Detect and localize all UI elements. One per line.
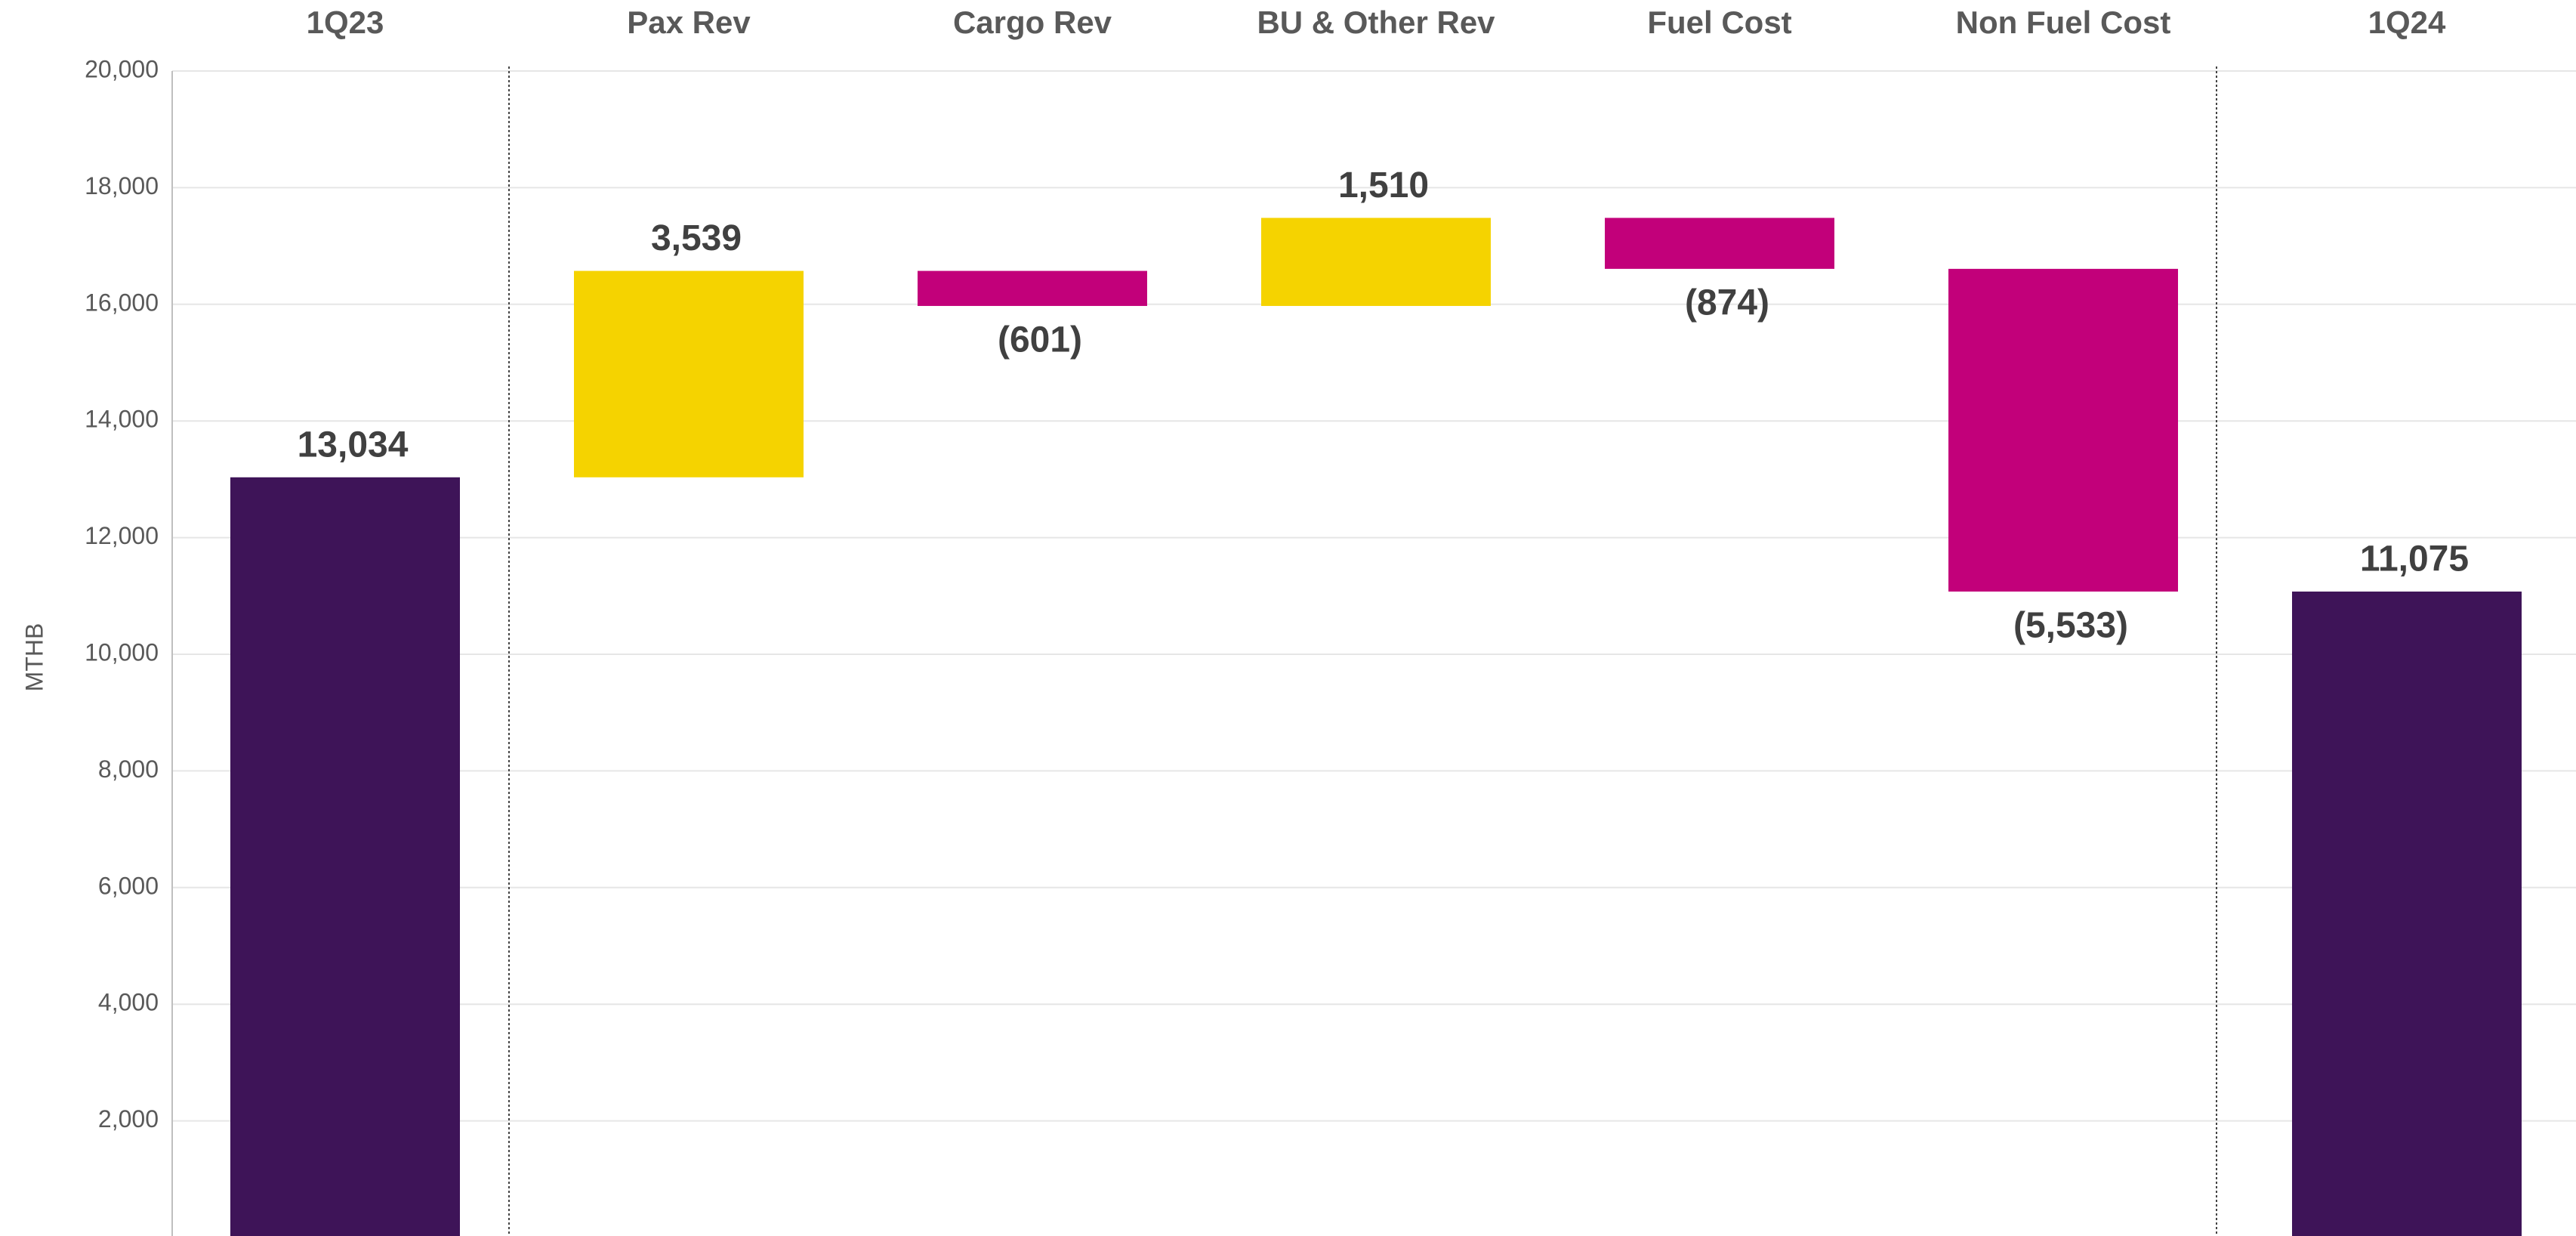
data-label: 11,075	[2360, 539, 2469, 579]
x-tick-label: Fuel Cost	[1647, 5, 1791, 40]
data-label: (601)	[998, 320, 1082, 360]
bar	[918, 270, 1147, 306]
x-tick-label: Pax Rev	[627, 5, 751, 40]
data-label: (874)	[1685, 283, 1769, 323]
x-tick-label: 1Q23	[307, 5, 384, 40]
y-tick-label: 8,000	[98, 756, 159, 783]
y-tick-label: 2,000	[98, 1105, 159, 1132]
data-label: (5,533)	[2013, 606, 2128, 646]
bar	[1261, 218, 1491, 306]
y-axis-label: MTHB	[20, 623, 48, 692]
bar	[1605, 218, 1834, 269]
bar	[230, 477, 460, 1236]
data-label: 3,539	[651, 218, 742, 258]
y-tick-label: 18,000	[85, 172, 159, 199]
y-tick-label: 14,000	[85, 406, 159, 433]
y-tick-label: 6,000	[98, 872, 159, 899]
x-tick-label: Cargo Rev	[953, 5, 1112, 40]
y-tick-label: 16,000	[85, 289, 159, 316]
x-tick-label: 1Q24	[2368, 5, 2446, 40]
x-tick-label: Non Fuel Cost	[1956, 5, 2171, 40]
data-label: 13,034	[298, 425, 409, 465]
x-tick-label: BU & Other Rev	[1257, 5, 1495, 40]
y-tick-label: 12,000	[85, 522, 159, 549]
data-label: 1,510	[1338, 165, 1429, 205]
bar	[574, 270, 804, 477]
y-tick-label: 4,000	[98, 989, 159, 1016]
bar	[1948, 268, 2178, 592]
y-tick-label: 20,000	[85, 55, 159, 82]
y-tick-label: 10,000	[85, 638, 159, 666]
bar	[2292, 592, 2522, 1236]
